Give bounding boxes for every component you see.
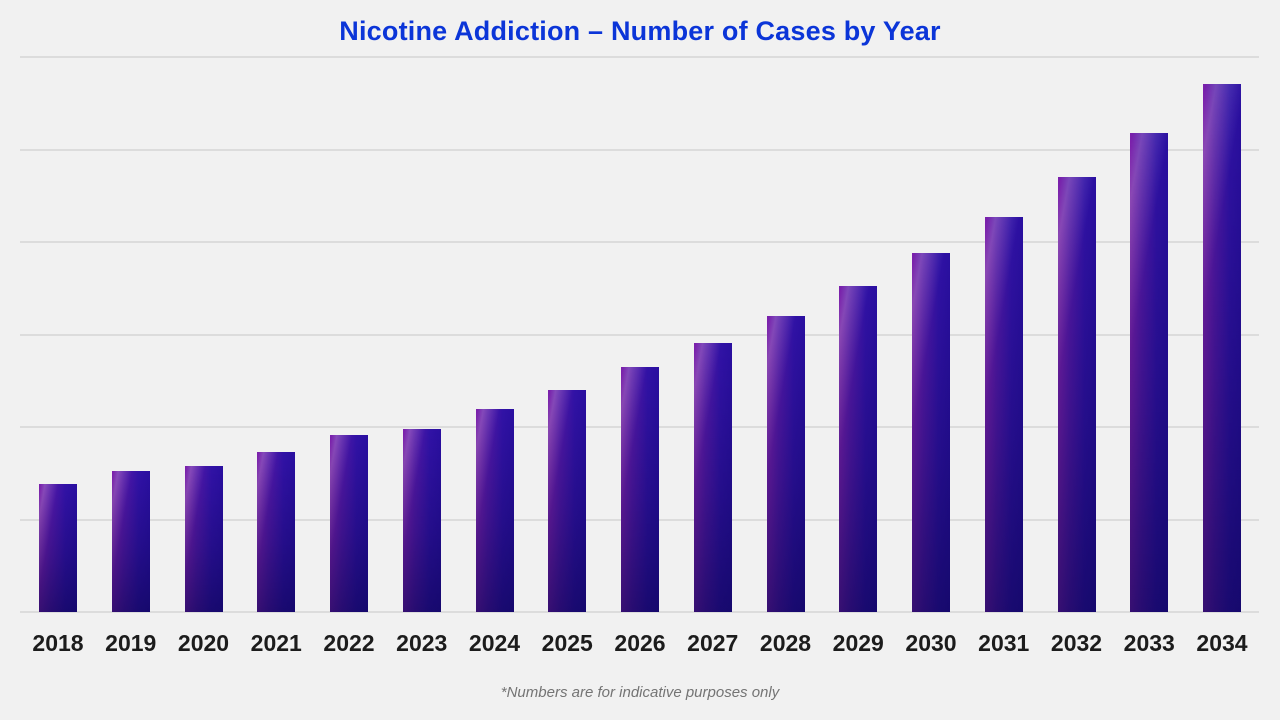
bar-2034	[1203, 83, 1241, 612]
bar-chart-plot-area: 2018 2019 2020 2021 2022 2023 2024 2025 2026 2027…	[20, 56, 1259, 656]
x-tick-2031: 2031	[978, 630, 1030, 656]
x-axis-baseline	[20, 611, 1259, 613]
gridline	[20, 56, 1259, 58]
x-tick-2019: 2019	[105, 630, 157, 656]
bar-2027	[693, 342, 732, 612]
bar-2020	[184, 465, 223, 612]
x-tick-2025: 2025	[541, 630, 593, 656]
x-tick-2026: 2026	[614, 630, 666, 656]
x-tick-2028: 2028	[759, 630, 812, 656]
x-tick-2018: 2018	[32, 630, 84, 656]
x-tick-2034: 2034	[1196, 630, 1248, 656]
x-tick-2021: 2021	[250, 630, 302, 656]
x-tick-2024: 2024	[468, 630, 521, 656]
chart-title: Nicotine Addiction – Number of Cases by …	[339, 16, 941, 46]
bar-2025	[548, 390, 587, 612]
bar-2028	[766, 316, 805, 612]
x-tick-2023: 2023	[396, 630, 448, 656]
bar-2026	[621, 366, 659, 612]
bar-2032	[1057, 177, 1096, 612]
bar-2021	[257, 451, 296, 612]
bar-2029	[839, 286, 878, 612]
x-tick-2022: 2022	[323, 630, 375, 656]
footnote-text: *Numbers are for indicative purposes onl…	[500, 684, 780, 701]
x-tick-2027: 2027	[687, 630, 739, 656]
bar-2031	[984, 217, 1023, 612]
x-tick-2032: 2032	[1050, 630, 1103, 656]
gridline	[20, 148, 1259, 151]
bar-2024	[475, 409, 514, 612]
x-tick-2029: 2029	[832, 630, 884, 656]
bar-2033	[1130, 132, 1169, 612]
bar-2019	[111, 471, 150, 612]
x-tick-2030: 2030	[905, 630, 957, 656]
x-tick-2033: 2033	[1123, 630, 1175, 656]
bar-2030	[912, 253, 950, 612]
bar-2022	[330, 435, 368, 612]
bar-2023	[402, 428, 441, 612]
gridline	[20, 333, 1259, 336]
bar-2018	[39, 484, 77, 612]
gridline	[20, 241, 1259, 243]
x-tick-2020: 2020	[177, 630, 230, 656]
